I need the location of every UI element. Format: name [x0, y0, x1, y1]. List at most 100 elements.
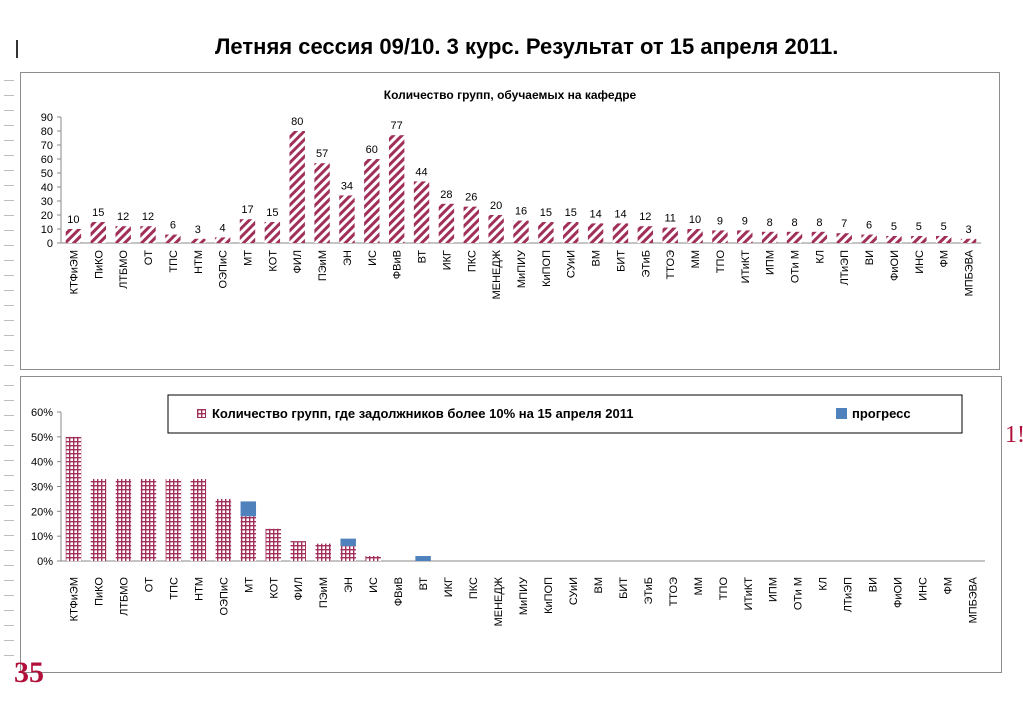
- x-tick-label: КОТ: [267, 250, 279, 272]
- chart-panel-debtors: Количество групп, где задолжников более …: [20, 376, 1002, 673]
- bar-debtors: [290, 541, 306, 561]
- x-tick-label: ТПС: [168, 577, 180, 600]
- y-tick-label: 60%: [31, 407, 53, 419]
- bar-debtors: [340, 546, 356, 561]
- data-label: 28: [440, 189, 452, 201]
- left-edge-mark: [16, 40, 18, 58]
- bar: [612, 223, 629, 243]
- bar-debtors: [65, 436, 82, 561]
- bar: [712, 230, 728, 243]
- legend-swatch-debtors: [197, 409, 206, 418]
- y-tick-label: 30: [41, 196, 53, 208]
- x-tick-label: ТПС: [168, 250, 180, 273]
- edge-tick: [4, 625, 14, 626]
- bar: [911, 236, 927, 243]
- edge-tick: [4, 305, 14, 306]
- data-label: 12: [117, 211, 129, 223]
- x-tick-label: ПКС: [466, 250, 478, 272]
- data-label: 15: [540, 207, 552, 219]
- edge-tick: [4, 245, 14, 246]
- data-label: 14: [614, 208, 626, 220]
- bar-debtors: [165, 479, 182, 561]
- data-label: 14: [589, 208, 601, 220]
- bar: [538, 222, 554, 243]
- x-tick-label: ИКГ: [443, 577, 455, 597]
- bar: [388, 135, 405, 243]
- bar: [214, 237, 231, 243]
- bar-progress: [340, 538, 356, 547]
- data-label: 5: [891, 221, 897, 233]
- x-tick-label: МТ: [243, 577, 255, 593]
- data-label: 26: [465, 192, 477, 204]
- data-label: 4: [220, 222, 226, 234]
- x-tick-label: ОЭПиС: [218, 577, 230, 616]
- x-tick-label: ФИЛ: [293, 577, 305, 601]
- x-tick-label: ВТ: [418, 577, 430, 591]
- edge-tick: [4, 400, 14, 401]
- edge-tick: [4, 415, 14, 416]
- x-tick-label: ЛТБМО: [118, 577, 130, 616]
- x-tick-label: ТТОЭ: [665, 250, 677, 280]
- bar: [662, 227, 678, 243]
- x-tick-label: ПЭиМ: [318, 577, 330, 608]
- x-tick-label: ММ: [690, 250, 702, 268]
- x-tick-label: ОТи М: [793, 577, 805, 610]
- data-label: 15: [565, 207, 577, 219]
- bar: [413, 181, 430, 243]
- chart-groups-taught: Количество групп, обучаемых на кафедре 0 1…: [41, 88, 981, 299]
- y-tick-label: 20: [41, 210, 53, 222]
- edge-tick: [4, 365, 14, 366]
- x-tick-label: ФМ: [943, 577, 955, 595]
- bar: [587, 223, 604, 243]
- x-tick-label: ИКГ: [441, 250, 453, 270]
- x-tick-label: НТМ: [193, 250, 205, 274]
- y-tick-label: 60: [41, 154, 53, 166]
- edge-tick: [4, 610, 14, 611]
- edge-tick: [4, 140, 14, 141]
- bar: [115, 226, 131, 243]
- x-tick-label: КиПОП: [543, 577, 555, 614]
- x-tick-label: ВИ: [868, 577, 880, 592]
- x-tick-label: ЛТиЭП: [843, 577, 855, 613]
- bar-progress: [415, 556, 431, 561]
- x-tick-label: ЛТБМО: [118, 250, 130, 289]
- bar: [140, 226, 156, 243]
- x-tick-label: КиПОП: [541, 250, 553, 287]
- data-label: 34: [341, 180, 353, 192]
- x-tick-label: СУиИ: [568, 577, 580, 605]
- bar: [438, 203, 455, 243]
- data-label: 8: [791, 217, 797, 229]
- y-tick-label: 90: [41, 112, 53, 124]
- data-label: 9: [742, 215, 748, 227]
- x-tick-label: ПКС: [468, 577, 480, 599]
- x-tick-label: МПБЭВА: [968, 576, 980, 623]
- data-label: 80: [291, 116, 303, 128]
- bar: [861, 234, 877, 243]
- edge-tick: [4, 230, 14, 231]
- edge-tick: [4, 565, 14, 566]
- bar-debtors: [140, 479, 157, 561]
- edge-tick: [4, 550, 14, 551]
- data-label: 10: [67, 214, 79, 226]
- bar-debtors: [115, 479, 132, 561]
- edge-tick: [4, 155, 14, 156]
- chart-title: Количество групп, обучаемых на кафедре: [384, 88, 637, 102]
- bar: [339, 195, 355, 243]
- y-tick-label: 40%: [31, 457, 53, 469]
- bar: [264, 222, 281, 243]
- edge-tick: [4, 80, 14, 81]
- bar-debtors: [265, 528, 282, 561]
- data-label: 7: [841, 218, 847, 230]
- x-tick-label: ВМ: [593, 577, 605, 594]
- edge-tick: [4, 260, 14, 261]
- y-tick-label: 30%: [31, 482, 53, 494]
- bar: [935, 236, 952, 243]
- data-label: 3: [195, 224, 201, 236]
- x-tick-label: ТПО: [715, 250, 727, 274]
- y-tick-label: 80: [41, 126, 53, 138]
- data-label: 77: [391, 120, 403, 132]
- edge-tick: [4, 95, 14, 96]
- edge-tick: [4, 275, 14, 276]
- bar: [786, 231, 803, 243]
- x-tick-label: КТФиЭМ: [68, 250, 80, 294]
